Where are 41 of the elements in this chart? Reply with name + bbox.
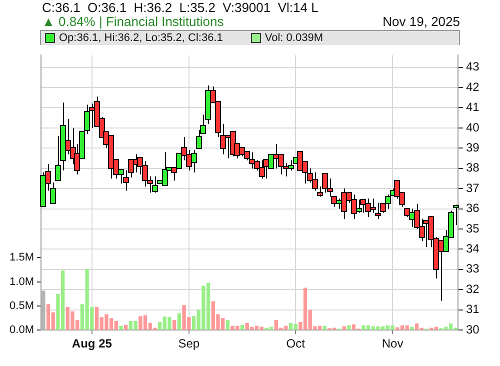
- y-tick-label: 38: [466, 160, 480, 175]
- y-tick-label: 40: [466, 120, 480, 134]
- bar: [177, 313, 182, 330]
- y-tick-label: 42: [466, 80, 480, 94]
- bar: [124, 324, 128, 330]
- y-tick-label: 36: [466, 201, 480, 216]
- y-tick-label: 33: [466, 262, 480, 276]
- chart-title: C:36.1 O:36.1 H:36.2 L:35.2 V:39001 Vl:14 L: [42, 0, 318, 15]
- y2-tick-label: 0.0M: [10, 324, 34, 336]
- bar: [240, 324, 244, 330]
- bar: [410, 326, 414, 330]
- bar: [226, 320, 230, 330]
- x-tick-label: Sep: [178, 336, 200, 351]
- y-tick-label: 43: [466, 60, 480, 74]
- y-tick-label: 32: [466, 282, 480, 296]
- legend-label: Vol: 0.039M: [264, 32, 323, 44]
- candlestick: [220, 123, 226, 155]
- candlestick: [196, 129, 202, 149]
- x-tick-label: Nov: [382, 336, 404, 351]
- y-tick-label: 39: [466, 140, 480, 154]
- y-tick-label: 35: [466, 221, 480, 236]
- y-tick-label: 34: [466, 241, 480, 256]
- bar: [172, 320, 176, 330]
- x-tick-label: Aug 25: [72, 336, 112, 351]
- chart-subtitle: ▲ 0.84% | Financial Institutions: [42, 14, 224, 29]
- bar: [322, 326, 326, 330]
- y-tick-label: 30: [466, 322, 480, 336]
- bar: [119, 326, 123, 330]
- x-tick-label: Oct: [286, 336, 306, 351]
- y-tick-label: 37: [466, 180, 480, 195]
- y2-tick-label: 1.5M: [10, 252, 34, 264]
- bar: [347, 325, 351, 330]
- candlestick: [453, 204, 459, 226]
- bar: [342, 326, 346, 330]
- legend-label: Op:36.1, Hi:36.2, Lo:35.2, Cl:36.1: [58, 32, 223, 44]
- bar: [42, 290, 46, 330]
- y2-tick-label: 0.5M: [10, 300, 34, 312]
- text: Nov 19, 2025: [382, 14, 460, 29]
- y2-tick-label: 1.0M: [10, 276, 34, 288]
- y-tick-label: 31: [466, 302, 480, 316]
- y-tick-label: 41: [466, 100, 480, 114]
